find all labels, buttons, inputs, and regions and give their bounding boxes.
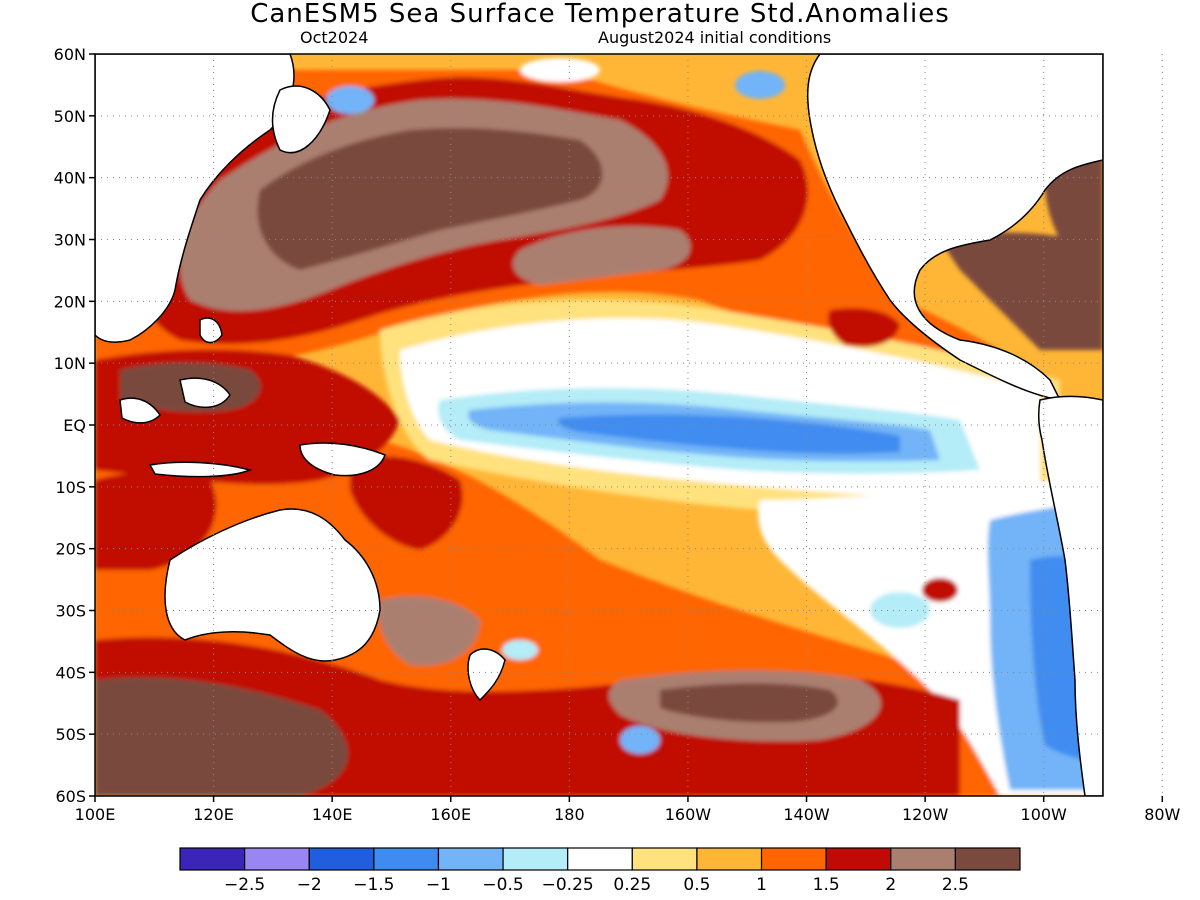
- indian-ocean-warm: [95, 472, 217, 570]
- lat-label: 50S: [55, 725, 86, 744]
- grid-lines: [95, 54, 1163, 796]
- cool-patch: [326, 86, 374, 114]
- neutral-patch: [520, 58, 600, 82]
- initial-conditions: August2024 initial conditions: [598, 28, 832, 47]
- lat-label: 30N: [54, 231, 86, 250]
- longitude-axis: 100E 120E 140E 160E 180 160W 140W 120W 100W 80W: [75, 796, 1181, 824]
- forecast-month: Oct2024: [300, 28, 369, 47]
- borneo: [179, 377, 231, 409]
- java: [148, 461, 253, 478]
- lat-label: 60N: [54, 45, 86, 64]
- colorbar-label: 0.5: [683, 875, 710, 895]
- lat-label: 50N: [54, 107, 86, 126]
- colorbar-label: −0.5: [482, 875, 523, 895]
- new-guinea: [299, 442, 386, 477]
- colorbar-swatch: [373, 847, 440, 871]
- chart-title: CanESM5 Sea Surface Temperature Std.Anom…: [250, 0, 950, 29]
- new-zealand: [467, 648, 506, 702]
- colorbar-swatch: [179, 847, 246, 871]
- lat-label: EQ: [63, 416, 86, 435]
- colorbar-label: 0.25: [613, 875, 651, 895]
- colorbar-swatch: [825, 847, 892, 871]
- colorbar-label: −2: [297, 875, 322, 895]
- colorbar-label: 2.5: [942, 875, 969, 895]
- lat-label: 40N: [54, 169, 86, 188]
- colorbar-swatch: [954, 847, 1021, 871]
- lon-label: 80W: [1144, 805, 1180, 824]
- lon-label: 140E: [312, 805, 353, 824]
- central-north-pacific-patch: [512, 226, 691, 285]
- philippines: [199, 317, 223, 344]
- lon-label: 160W: [665, 805, 712, 824]
- colorbar-label: −0.25: [542, 875, 594, 895]
- colorbar-swatch: [631, 847, 698, 871]
- east-pacific-warm-spot: [828, 308, 900, 347]
- colorbar-swatch: [890, 847, 956, 871]
- south-pacific-extreme: [660, 683, 838, 723]
- colorbar-swatch: [567, 847, 633, 871]
- lon-label: 100E: [75, 805, 116, 824]
- anomaly-field: [95, 54, 1103, 796]
- lon-label: 100W: [1021, 805, 1068, 824]
- colorbar-label: 2: [885, 875, 896, 895]
- cool-patch: [620, 726, 660, 754]
- north-america: [806, 54, 1103, 401]
- colorbar-swatch: [308, 847, 375, 871]
- colorbar-swatch: [502, 847, 569, 871]
- cold-tongue-core: [558, 414, 900, 454]
- colorbar-label: −1.5: [353, 875, 394, 895]
- lon-label: 180: [554, 805, 585, 824]
- lat-label: 60S: [55, 787, 86, 806]
- warm-patch: [922, 578, 958, 602]
- lat-label: 10S: [55, 478, 86, 497]
- colorbar-label: −2.5: [224, 875, 265, 895]
- lon-label: 120W: [902, 805, 949, 824]
- lat-label: 10N: [54, 354, 86, 373]
- sumatra: [119, 397, 161, 424]
- cool-patch: [502, 640, 538, 660]
- colorbar-swatch: [244, 847, 310, 871]
- lon-label: 160E: [430, 805, 471, 824]
- colorbar-swatch: [437, 847, 504, 871]
- colorbar-swatch: [760, 847, 827, 871]
- lat-label: 20N: [54, 292, 86, 311]
- coral-sea-warm: [350, 456, 463, 550]
- southern-ocean-extreme-west: [95, 677, 348, 796]
- tasman-sea-warm: [378, 596, 480, 666]
- colorbar-swatch: [696, 847, 763, 871]
- latitude-axis: 60N 50N 40N 30N 20N 10N EQ 10S 20S 30S 40S 50S 60S: [54, 45, 95, 806]
- colorbar-label: 1: [756, 875, 767, 895]
- landmass: [95, 54, 1103, 796]
- north-pacific-extreme-warm: [257, 128, 603, 270]
- cool-patch: [735, 71, 785, 99]
- lon-label: 140W: [783, 805, 830, 824]
- lat-label: 20S: [55, 540, 86, 559]
- lat-label: 30S: [55, 602, 86, 621]
- colorbar-label: 1.5: [813, 875, 840, 895]
- lon-label: 120E: [193, 805, 234, 824]
- gulf-atlantic-extreme: [940, 232, 1103, 350]
- colorbar-label: −1: [426, 875, 451, 895]
- australia: [164, 508, 381, 662]
- lat-label: 40S: [55, 663, 86, 682]
- japan: [271, 85, 331, 154]
- colorbar: −2.5 −2 −1.5 −1 −0.5 −0.25 0.25 0.5 1 1.5 2 2.5: [179, 847, 1021, 895]
